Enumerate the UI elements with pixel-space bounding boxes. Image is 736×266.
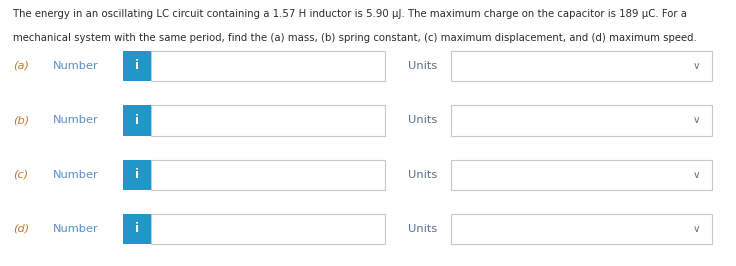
Text: i: i — [135, 114, 139, 127]
Text: Units: Units — [408, 61, 438, 71]
Text: i: i — [135, 168, 139, 181]
Text: mechanical system with the same period, find the (a) mass, (b) spring constant, : mechanical system with the same period, … — [13, 33, 697, 43]
FancyBboxPatch shape — [151, 51, 385, 81]
Text: Number: Number — [53, 170, 99, 180]
FancyBboxPatch shape — [151, 160, 385, 190]
Text: ∨: ∨ — [693, 115, 700, 125]
FancyBboxPatch shape — [123, 160, 151, 190]
FancyBboxPatch shape — [451, 51, 712, 81]
Text: Number: Number — [53, 224, 99, 234]
FancyBboxPatch shape — [151, 105, 385, 136]
Text: (c): (c) — [13, 170, 29, 180]
FancyBboxPatch shape — [123, 51, 151, 81]
Text: ∨: ∨ — [693, 170, 700, 180]
Text: (a): (a) — [13, 61, 29, 71]
Text: ∨: ∨ — [693, 224, 700, 234]
Text: Number: Number — [53, 61, 99, 71]
FancyBboxPatch shape — [151, 214, 385, 244]
Text: Number: Number — [53, 115, 99, 125]
Text: i: i — [135, 222, 139, 235]
FancyBboxPatch shape — [451, 105, 712, 136]
Text: Units: Units — [408, 115, 438, 125]
Text: Units: Units — [408, 170, 438, 180]
Text: i: i — [135, 59, 139, 72]
Text: Units: Units — [408, 224, 438, 234]
Text: ∨: ∨ — [693, 61, 700, 71]
Text: (d): (d) — [13, 224, 29, 234]
FancyBboxPatch shape — [451, 214, 712, 244]
Text: The energy in an oscillating LC circuit containing a 1.57 H inductor is 5.90 μJ.: The energy in an oscillating LC circuit … — [13, 9, 687, 19]
FancyBboxPatch shape — [123, 214, 151, 244]
Text: (b): (b) — [13, 115, 29, 125]
FancyBboxPatch shape — [451, 160, 712, 190]
FancyBboxPatch shape — [123, 105, 151, 136]
